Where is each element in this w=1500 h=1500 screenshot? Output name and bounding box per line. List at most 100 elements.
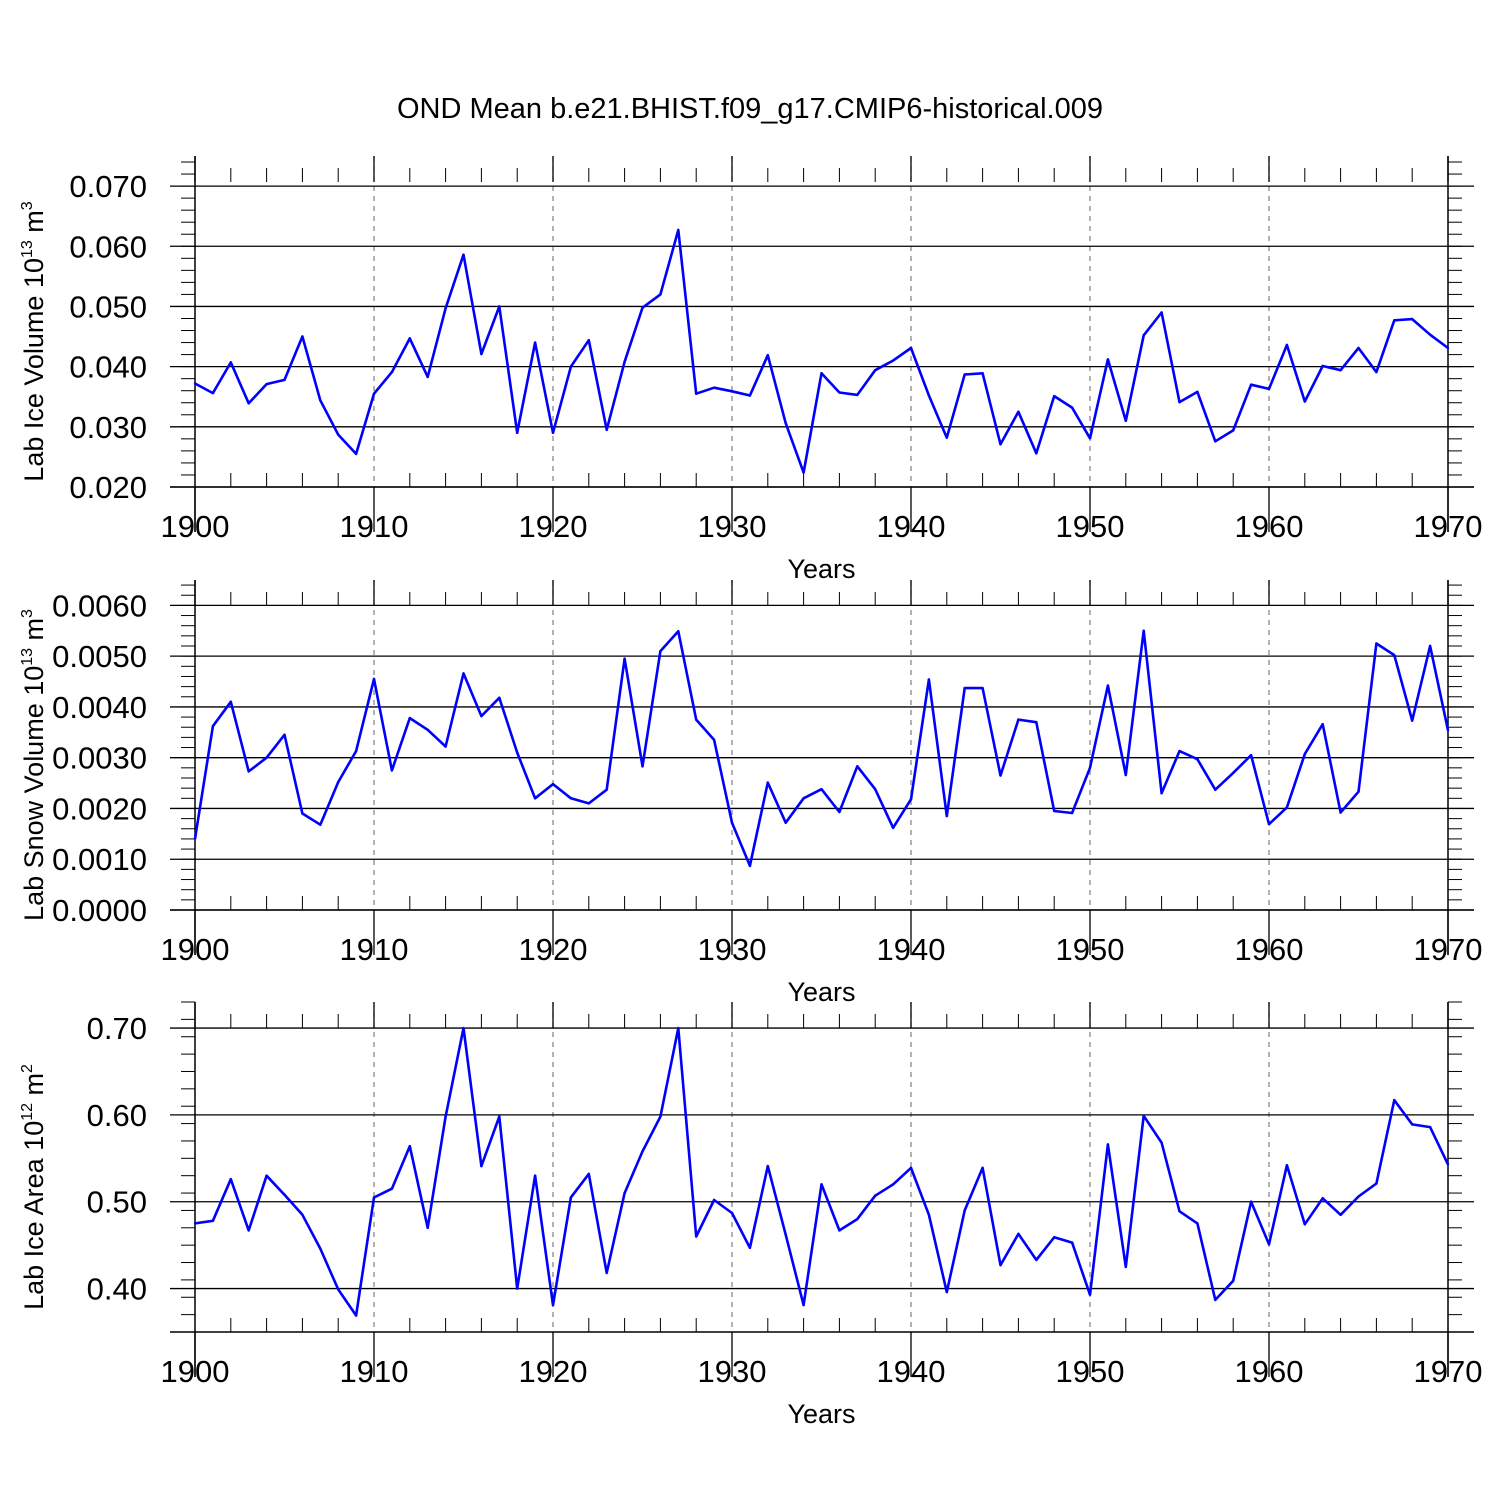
data-point [1321,364,1324,368]
data-point [712,386,716,389]
data-point [945,436,948,439]
data-point [1303,752,1307,756]
data-point [229,361,232,364]
data-point [1232,771,1235,775]
y-tick-label: 0.0000 [52,893,147,928]
x-tick-label: 1950 [1056,1354,1125,1389]
data-point [891,1183,895,1186]
y-tick-label: 0.0040 [52,690,147,725]
data-point [1142,334,1145,337]
data-point [1214,440,1217,443]
data-point [677,1026,680,1030]
data-point [677,630,680,633]
data-point [498,696,501,699]
x-tick-label: 1940 [877,1354,946,1389]
data-point [247,402,250,405]
data-point [1285,343,1289,347]
data-point [1124,1265,1128,1269]
data-point [533,341,537,344]
x-tick-label: 1900 [161,1354,230,1389]
data-point [1088,766,1092,770]
data-point [587,802,590,805]
data-point [354,452,358,456]
data-point [605,788,608,791]
data-point [1070,406,1074,409]
data-point [426,375,429,379]
data-point [909,1166,913,1170]
y-tick-label: 0.040 [69,350,147,385]
data-point [390,769,394,772]
x-tick-label: 1900 [161,932,230,967]
data-point [1196,758,1199,761]
data-point [247,1229,250,1232]
data-point [1178,749,1181,753]
data-point [730,1211,734,1215]
data-point [1357,346,1360,350]
x-tick-label: 1920 [519,1354,588,1389]
data-point [1411,719,1414,722]
data-point [802,471,805,474]
series-line [194,228,1449,474]
data-point [1339,1213,1342,1216]
data-point [1303,1223,1307,1226]
data-point [1088,1293,1092,1296]
data-point [283,1193,286,1196]
data-point [856,1217,859,1221]
data-point [927,1213,931,1216]
data-point [498,305,501,308]
data-point [1249,1200,1253,1203]
x-axis-label: Years [787,554,855,584]
data-point [480,714,483,718]
data-point [766,354,769,357]
x-tick-label: 1910 [340,932,409,967]
data-point [193,382,197,385]
x-tick-label: 1950 [1056,932,1125,967]
data-point [1160,792,1163,795]
data-point [301,812,304,815]
data-point [390,370,394,374]
data-point [265,382,268,386]
y-axis-label: Lab Snow Volume 1013 m3 [19,609,49,921]
data-point [820,372,823,375]
data-point [193,837,197,841]
data-point [659,293,662,296]
data-point [426,1226,429,1229]
data-point [462,672,465,675]
data-point [533,797,537,800]
data-point [659,1115,662,1118]
data-point [748,394,752,397]
data-point [623,1191,626,1195]
panels: 0.020 0.030 0.040 0.050 0.060 0.070 1900 1910 19… [19,156,1482,1429]
data-point [337,780,340,784]
x-tick-label: 1960 [1235,1354,1304,1389]
data-point [354,1314,358,1317]
data-point [748,864,752,868]
data-point [981,372,984,375]
x-tick-label: 1940 [877,509,946,544]
data-point [838,810,841,814]
y-tick-label: 0.060 [69,229,147,264]
data-point [927,394,931,397]
data-point [784,1233,787,1236]
data-point [623,360,626,364]
y-axis-label: Lab Ice Area 1012 m2 [19,1064,49,1310]
x-tick-label: 1930 [698,1354,767,1389]
data-point [1446,1163,1450,1166]
data-point [677,228,680,232]
data-point [1053,1236,1056,1239]
data-point [856,765,859,768]
data-point [1249,753,1253,757]
data-point [945,814,948,818]
data-point [1035,720,1038,724]
x-axis-label: Years [787,1399,855,1429]
data-point [605,1271,608,1275]
data-point [999,774,1002,777]
x-axis-label: Years [787,977,855,1007]
data-point [1035,452,1038,455]
data-point [211,1219,215,1223]
data-point [462,253,465,256]
data-point [390,1187,394,1190]
data-point [1285,806,1289,809]
data-point [319,823,322,826]
data-point [426,728,429,731]
